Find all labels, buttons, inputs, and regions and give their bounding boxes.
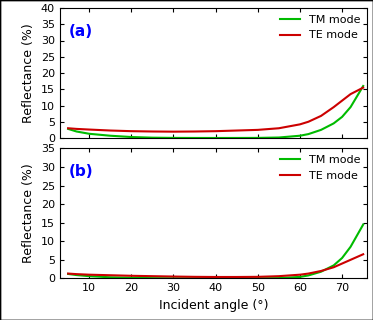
TE mode [332,105,336,109]
Line: TE mode: TE mode [68,254,363,277]
TE mode [277,274,281,278]
TM mode [298,275,302,279]
TM mode [66,272,70,276]
TE mode [74,127,79,131]
TM mode [129,135,134,139]
TM mode [129,276,134,280]
Y-axis label: Reflectance (%): Reflectance (%) [22,23,35,123]
TE mode [319,114,323,118]
TM mode [277,136,281,140]
TE mode [74,272,79,276]
TM mode [332,122,336,125]
TE mode [150,130,155,133]
TE mode [332,265,336,269]
TM mode [74,273,79,277]
TE mode [108,129,113,132]
TM mode [213,136,218,140]
TE mode [213,275,218,279]
TM mode [277,276,281,280]
TE mode [108,273,113,277]
TM mode [306,132,311,136]
TE mode [235,275,239,279]
TM mode [340,256,344,260]
TM mode [235,136,239,140]
TM mode [150,276,155,280]
TE mode [298,123,302,126]
TE mode [306,120,311,124]
TE mode [306,272,311,276]
TM mode [87,274,91,278]
TE mode [256,275,260,279]
TM mode [66,127,70,131]
TM mode [348,245,353,249]
TE mode [171,275,176,278]
TM mode [87,132,91,136]
TE mode [348,258,353,262]
TE mode [319,269,323,273]
TM mode [235,276,239,280]
TE mode [213,129,218,133]
X-axis label: Incident angle (°): Incident angle (°) [159,299,268,312]
TE mode [192,130,197,133]
Line: TM mode: TM mode [68,225,363,278]
TE mode [87,128,91,132]
TM mode [361,84,366,88]
TM mode [108,134,113,138]
Text: (a): (a) [69,24,93,39]
TE mode [66,272,70,276]
TE mode [129,274,134,278]
TE mode [361,252,366,256]
TE mode [340,262,344,266]
TE mode [66,126,70,130]
TM mode [256,136,260,140]
TE mode [256,128,260,132]
TM mode [192,136,197,140]
TM mode [340,115,344,119]
TE mode [171,130,176,133]
TE mode [298,273,302,276]
TM mode [319,128,323,132]
TM mode [171,276,176,280]
TM mode [319,270,323,274]
TE mode [348,92,353,96]
TE mode [192,275,197,279]
Line: TM mode: TM mode [68,86,363,138]
Line: TE mode: TE mode [68,88,363,132]
TE mode [340,99,344,102]
TE mode [277,126,281,130]
Y-axis label: Reflectance (%): Reflectance (%) [22,164,35,263]
TM mode [256,276,260,280]
TM mode [348,105,353,109]
TM mode [74,130,79,133]
TM mode [332,263,336,267]
TE mode [129,129,134,133]
TE mode [235,129,239,132]
TE mode [361,86,366,90]
TM mode [192,276,197,280]
TM mode [306,274,311,277]
TE mode [87,273,91,276]
Legend: TM mode, TE mode: TM mode, TE mode [280,15,360,40]
TM mode [298,134,302,138]
TM mode [361,223,366,227]
Text: (b): (b) [69,164,94,179]
TM mode [150,136,155,140]
TM mode [171,136,176,140]
TM mode [213,276,218,280]
TM mode [108,276,113,279]
TE mode [150,274,155,278]
Legend: TM mode, TE mode: TM mode, TE mode [280,155,360,181]
